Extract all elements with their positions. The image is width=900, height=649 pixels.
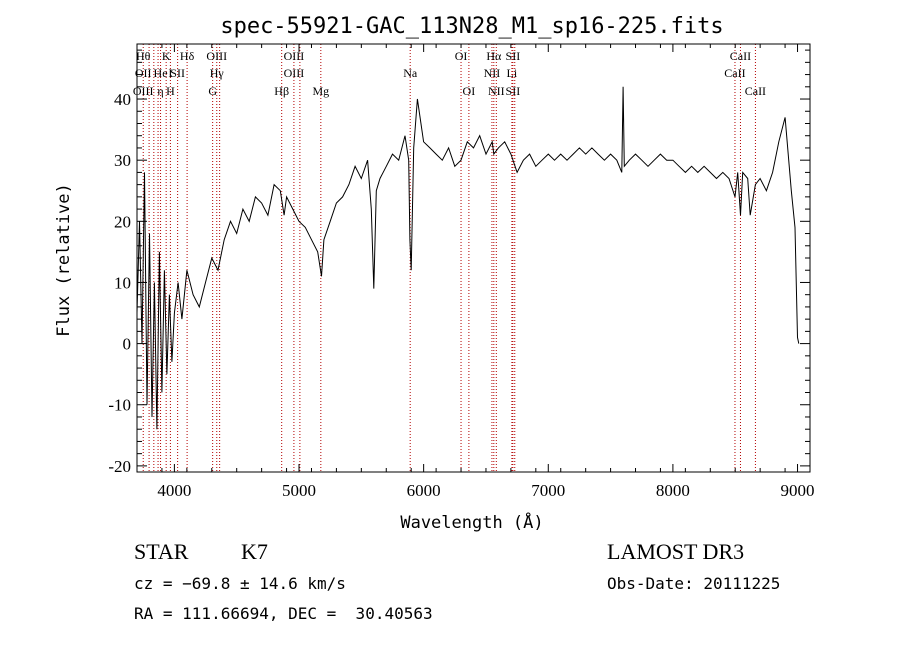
survey-name: LAMOST DR3: [607, 539, 745, 564]
line-label: K: [162, 49, 171, 63]
line-label: Hδ: [180, 49, 195, 63]
axis-ticks: 4000 5000 6000 7000 8000 9000 -20 -10 0 10 20 30 40: [108, 44, 815, 500]
line-label: Hβ: [274, 84, 289, 98]
plot-frame: [136, 43, 811, 473]
chart-title: spec-55921-GAC_113N28_M1_sp16-225.fits: [220, 14, 723, 39]
x-tick-label: 8000: [656, 481, 690, 500]
y-tick-label: 40: [114, 90, 131, 109]
redshift-velocity: cz = −69.8 ± 14.6 km/s: [134, 574, 346, 593]
line-label: OIII: [284, 49, 305, 63]
line-label: CaII: [745, 84, 766, 98]
line-label: SII: [170, 66, 185, 80]
coordinates: RA = 111.66694, DEC = 30.40563: [134, 604, 433, 623]
line-label: OII: [135, 66, 152, 80]
x-tick-label: 7000: [531, 481, 565, 500]
line-label: OI: [463, 84, 476, 98]
line-label: Mg: [312, 84, 329, 98]
line-label: Hγ: [210, 66, 225, 80]
line-label: H: [166, 84, 175, 98]
x-tick-label: 4000: [157, 481, 191, 500]
spectral-line-labels: HθOIIOIIIHeηKIHSIIHδGOIIIHγHβOIIIOIIIMgN…: [133, 49, 766, 98]
x-tick-label: 6000: [407, 481, 441, 500]
line-label: SII: [506, 84, 521, 98]
y-tick-label: 20: [114, 212, 131, 231]
y-tick-label: 0: [123, 335, 132, 354]
line-label: Hθ: [136, 49, 151, 63]
line-label: NII: [488, 84, 505, 98]
x-axis-title: Wavelength (Å): [400, 511, 543, 533]
line-label: OIII: [133, 84, 154, 98]
line-label: Hα: [486, 49, 502, 63]
line-label: OI: [455, 49, 468, 63]
line-label: Li: [507, 66, 518, 80]
x-tick-label: 9000: [781, 481, 815, 500]
line-label: CaII: [730, 49, 751, 63]
y-axis-title: Flux (relative): [54, 183, 74, 337]
line-label: SII: [506, 49, 521, 63]
y-tick-label: 30: [114, 151, 131, 170]
line-label: η: [157, 84, 163, 98]
line-label: G: [208, 84, 217, 98]
line-label: He: [154, 66, 168, 80]
line-label: NII: [484, 66, 501, 80]
y-tick-label: -20: [108, 457, 131, 476]
y-tick-label: 10: [114, 273, 131, 292]
x-tick-label: 5000: [282, 481, 316, 500]
line-label: CaII: [724, 66, 745, 80]
object-subclass: K7: [241, 539, 268, 564]
line-label: Na: [403, 66, 418, 80]
line-label: I: [168, 66, 172, 80]
observation-date: Obs-Date: 20111225: [607, 574, 781, 593]
line-label: OIII: [284, 66, 305, 80]
flux-series-line: [136, 86, 800, 430]
line-label: OIII: [206, 49, 227, 63]
object-class: STAR: [134, 539, 189, 564]
spectral-line-markers: [142, 44, 756, 472]
y-tick-label: -10: [108, 396, 131, 415]
